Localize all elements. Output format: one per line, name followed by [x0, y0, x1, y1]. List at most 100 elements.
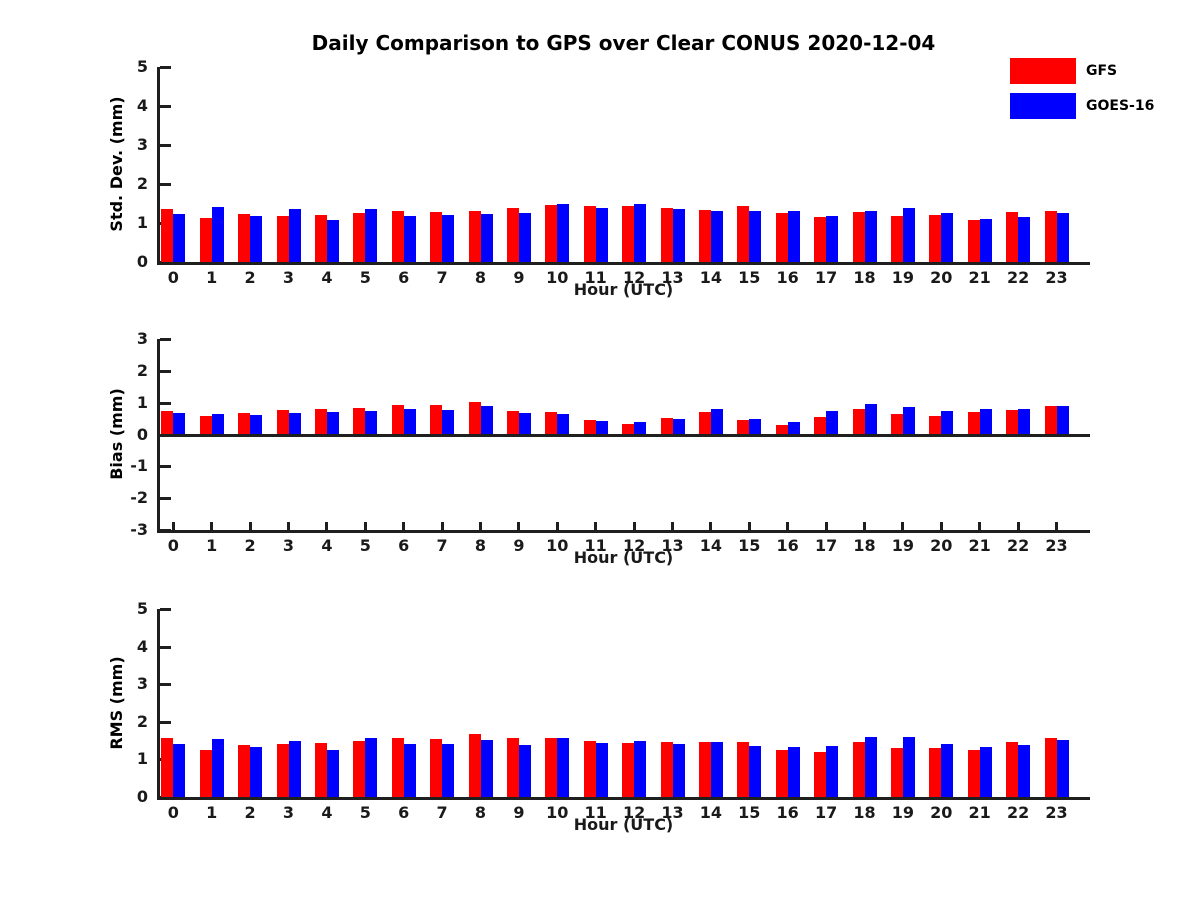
bar-gfs-h11	[583, 205, 596, 262]
x-tick-label: 12	[622, 536, 646, 555]
y-axis-spine	[157, 67, 160, 265]
x-tick-label: 11	[584, 268, 607, 287]
bar-goes-16-h16	[787, 210, 800, 262]
x-tick-label: 2	[244, 803, 256, 822]
bar-gfs-h4	[314, 742, 327, 797]
x-tick-label: 20	[930, 268, 953, 287]
y-tick-mark	[160, 465, 171, 469]
bar-gfs-h22	[1006, 212, 1019, 262]
bar-gfs-h20	[929, 416, 942, 435]
x-tick-label: 22	[1006, 536, 1030, 555]
x-tick-label: 0	[167, 536, 179, 555]
x-tick-mark	[555, 522, 559, 530]
bar-gfs-h17	[814, 751, 827, 797]
bar-goes-16-h10	[557, 203, 570, 262]
x-tick-label: 4	[321, 803, 333, 822]
bar-goes-16-h5	[365, 738, 378, 797]
x-tick-label: 0	[167, 268, 179, 287]
bar-goes-16-h21	[979, 408, 992, 435]
legend-item-goes16: GOES-16	[1010, 93, 1154, 119]
y-tick-label: 3	[136, 674, 148, 694]
x-tick-mark	[325, 522, 329, 530]
y-axis-spine	[157, 609, 160, 800]
bar-gfs-h8	[468, 210, 481, 262]
y-tick-label: -3	[130, 520, 148, 539]
x-tick-label: 19	[891, 803, 915, 822]
x-tick-label: 18	[853, 536, 876, 555]
bar-gfs-h14	[698, 411, 711, 435]
x-axis-spine	[157, 797, 1090, 800]
bar-goes-16-h9	[518, 213, 531, 262]
bar-gfs-h17	[814, 217, 827, 262]
x-tick-mark	[363, 522, 367, 530]
bar-goes-16-h18	[864, 403, 877, 435]
bar-goes-16-h2	[250, 415, 263, 435]
y-tick-label: -2	[130, 488, 148, 508]
x-tick-mark	[671, 522, 674, 530]
x-tick-label: 10	[546, 536, 569, 555]
y-tick-mark	[160, 645, 171, 649]
x-tick-label: 6	[398, 803, 410, 822]
y-tick-mark	[160, 683, 171, 687]
x-tick-label: 7	[436, 803, 448, 822]
bar-gfs-h6	[391, 404, 404, 435]
y-tick-label: 0	[136, 252, 148, 271]
bar-gfs-h8	[468, 402, 481, 435]
bar-gfs-h11	[583, 419, 596, 435]
bar-gfs-h2	[238, 214, 251, 262]
y-tick-mark	[160, 401, 171, 405]
bar-goes-16-h0	[173, 214, 186, 262]
bar-goes-16-h0	[173, 743, 186, 797]
bar-gfs-h13	[660, 742, 673, 797]
x-axis-label-rms: Hour (UTC)	[573, 815, 674, 834]
bar-goes-16-h15	[749, 745, 762, 797]
legend-label-gfs: GFS	[1086, 63, 1118, 79]
x-tick-label: 9	[513, 536, 525, 555]
x-tick-label: 4	[321, 536, 333, 555]
x-tick-label: 20	[930, 803, 953, 822]
x-tick-label: 18	[853, 803, 876, 822]
x-tick-label: 3	[282, 536, 295, 555]
x-tick-mark	[594, 522, 598, 530]
bar-gfs-h21	[967, 411, 980, 435]
bar-gfs-h23	[1044, 405, 1057, 435]
legend-label-goes16: GOES-16	[1086, 98, 1155, 114]
x-tick-mark	[863, 522, 866, 530]
bar-gfs-h6	[391, 737, 404, 797]
x-tick-label: 2	[244, 268, 256, 287]
bar-gfs-h16	[775, 213, 788, 262]
bar-goes-16-h20	[941, 411, 954, 435]
bar-gfs-h18	[852, 408, 865, 435]
x-tick-label: 7	[436, 536, 448, 555]
x-axis-spine	[157, 530, 1090, 533]
x-tick-label: 12	[622, 268, 646, 287]
x-tick-mark	[1055, 522, 1058, 530]
x-tick-label: 12	[622, 803, 646, 822]
bar-gfs-h5	[353, 741, 366, 797]
bar-goes-16-h15	[749, 418, 762, 435]
y-tick-label: 1	[136, 392, 148, 412]
bar-gfs-h20	[929, 748, 942, 797]
bar-goes-16-h12	[634, 203, 647, 262]
x-tick-label: 2	[244, 536, 256, 555]
x-tick-mark	[402, 522, 406, 530]
bar-gfs-h0	[161, 738, 174, 797]
bar-goes-16-h6	[403, 743, 416, 797]
x-tick-label: 22	[1006, 803, 1030, 822]
bar-goes-16-h21	[979, 747, 992, 797]
bar-goes-16-h11	[595, 420, 608, 435]
x-tick-label: 10	[546, 803, 569, 822]
x-tick-label: 10	[546, 268, 569, 287]
bar-goes-16-h20	[941, 743, 954, 797]
bar-goes-16-h1	[211, 413, 224, 435]
x-tick-mark	[901, 522, 905, 530]
zero-line	[157, 433, 1090, 437]
bar-gfs-h22	[1006, 409, 1019, 435]
bar-gfs-h10	[545, 737, 558, 797]
bar-gfs-h14	[698, 741, 711, 797]
y-tick-mark	[160, 529, 171, 532]
x-tick-label: 3	[282, 268, 295, 287]
bar-gfs-h14	[698, 210, 711, 262]
x-tick-label: 23	[1045, 268, 1068, 287]
bar-goes-16-h0	[173, 412, 186, 435]
